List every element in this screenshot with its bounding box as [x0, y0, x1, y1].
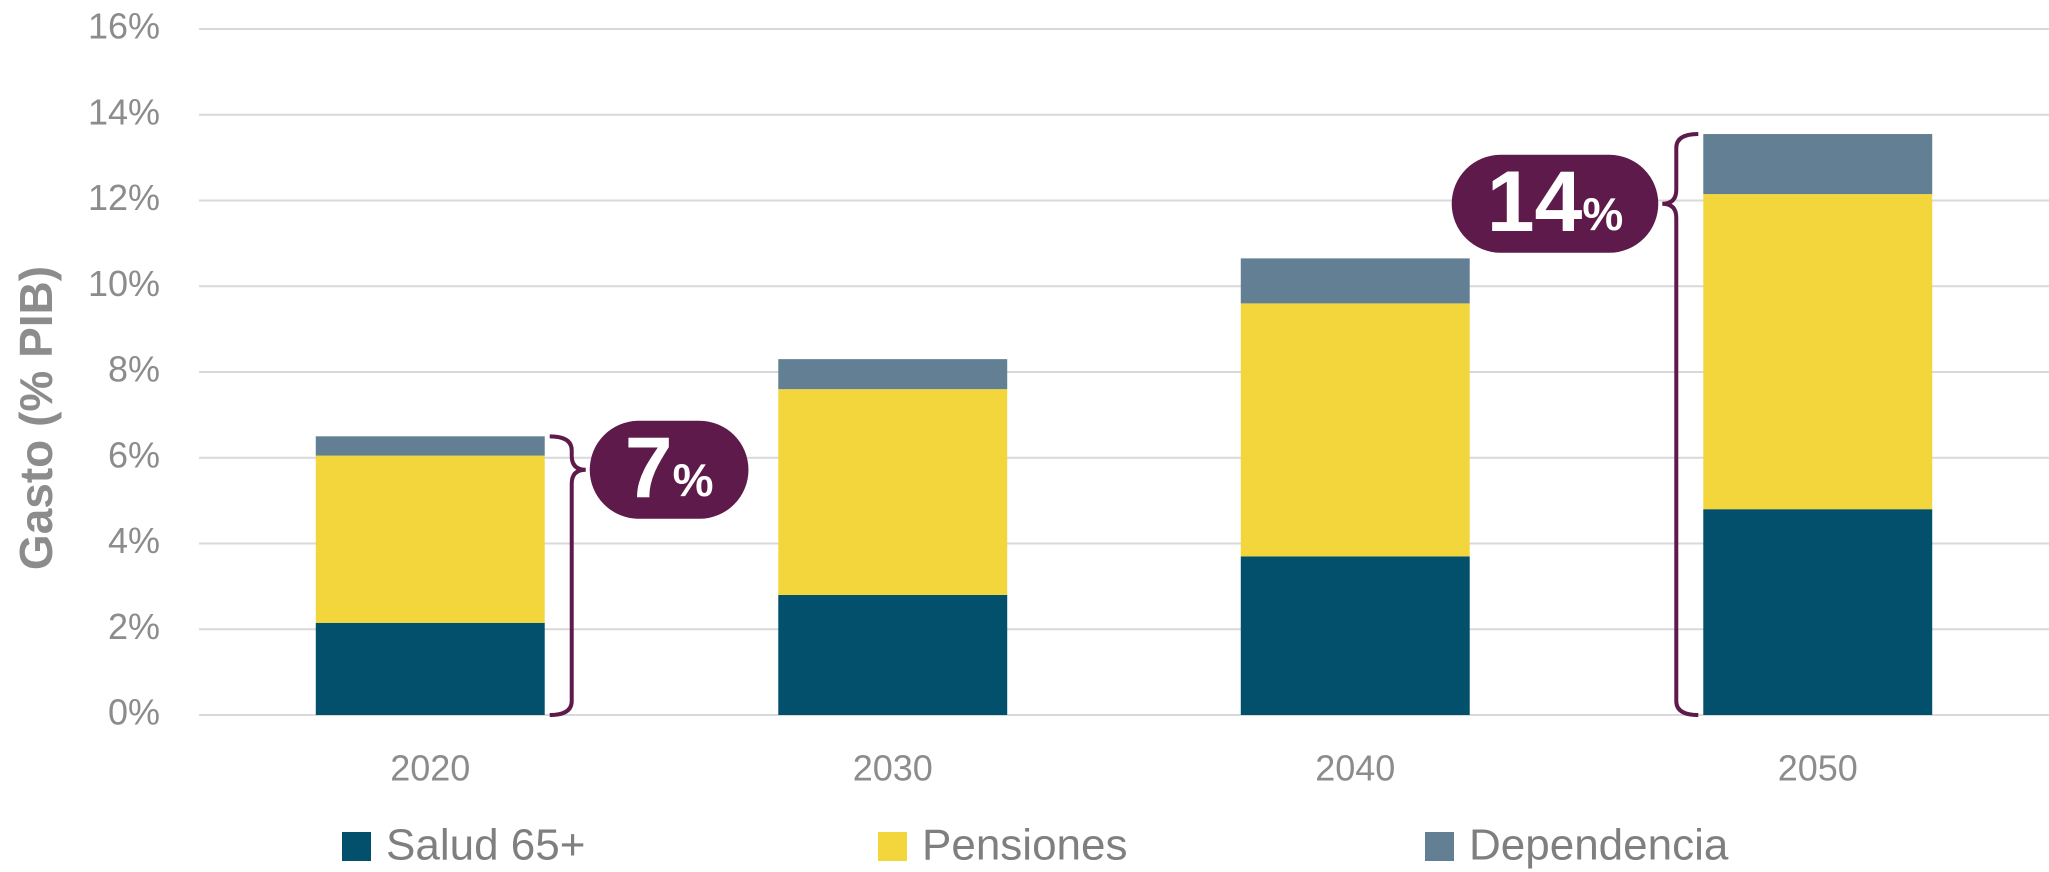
- annotation-unit: %: [673, 454, 714, 506]
- bar-segment: [778, 389, 1008, 595]
- bar-segment: [1703, 134, 1933, 195]
- y-tick-label: 2%: [108, 606, 160, 647]
- annotation-number: 14: [1487, 153, 1583, 249]
- y-tick-label: 8%: [108, 349, 160, 390]
- bar-segment: [315, 436, 545, 456]
- bar-segment: [1703, 194, 1933, 510]
- bar-segment: [778, 359, 1008, 390]
- y-tick-label: 0%: [108, 692, 160, 733]
- annotation-unit: %: [1582, 188, 1623, 240]
- bracket: [549, 434, 586, 717]
- y-axis-label: Gasto (% PIB): [10, 266, 62, 570]
- y-tick-label: 14%: [88, 91, 160, 132]
- y-tick-label: 16%: [88, 6, 160, 47]
- bar-segment: [315, 622, 545, 715]
- y-tick-label: 12%: [88, 177, 160, 218]
- legend-label: Dependencia: [1469, 821, 1729, 870]
- y-tick-label: 6%: [108, 434, 160, 475]
- annotation-label: 7%: [625, 419, 714, 515]
- annotation-label: 14%: [1487, 153, 1624, 249]
- y-tick-label: 10%: [88, 263, 160, 304]
- bar-segment: [315, 455, 545, 623]
- bracket: [1662, 132, 1699, 717]
- bar-segment: [1240, 556, 1470, 715]
- x-tick-label: 2050: [1778, 748, 1858, 789]
- x-tick-label: 2040: [1315, 748, 1395, 789]
- bar-segment: [1240, 258, 1470, 304]
- bar-segment: [778, 594, 1008, 715]
- annotation-bubble: [589, 420, 749, 519]
- annotation: 7%: [589, 419, 749, 519]
- x-tick-label: 2030: [853, 748, 933, 789]
- legend-swatch: [342, 832, 371, 861]
- x-tick-label: 2020: [390, 748, 470, 789]
- annotation: 14%: [1451, 153, 1659, 253]
- annotation-number: 7: [625, 419, 673, 515]
- bar-segment: [1703, 509, 1933, 715]
- legend-label: Salud 65+: [386, 821, 585, 870]
- legend-label: Pensiones: [922, 821, 1127, 870]
- annotation-bubble: [1451, 154, 1659, 253]
- bar-segment: [1240, 303, 1470, 557]
- y-tick-label: 4%: [108, 520, 160, 561]
- legend-swatch: [878, 832, 907, 861]
- legend-swatch: [1425, 832, 1454, 861]
